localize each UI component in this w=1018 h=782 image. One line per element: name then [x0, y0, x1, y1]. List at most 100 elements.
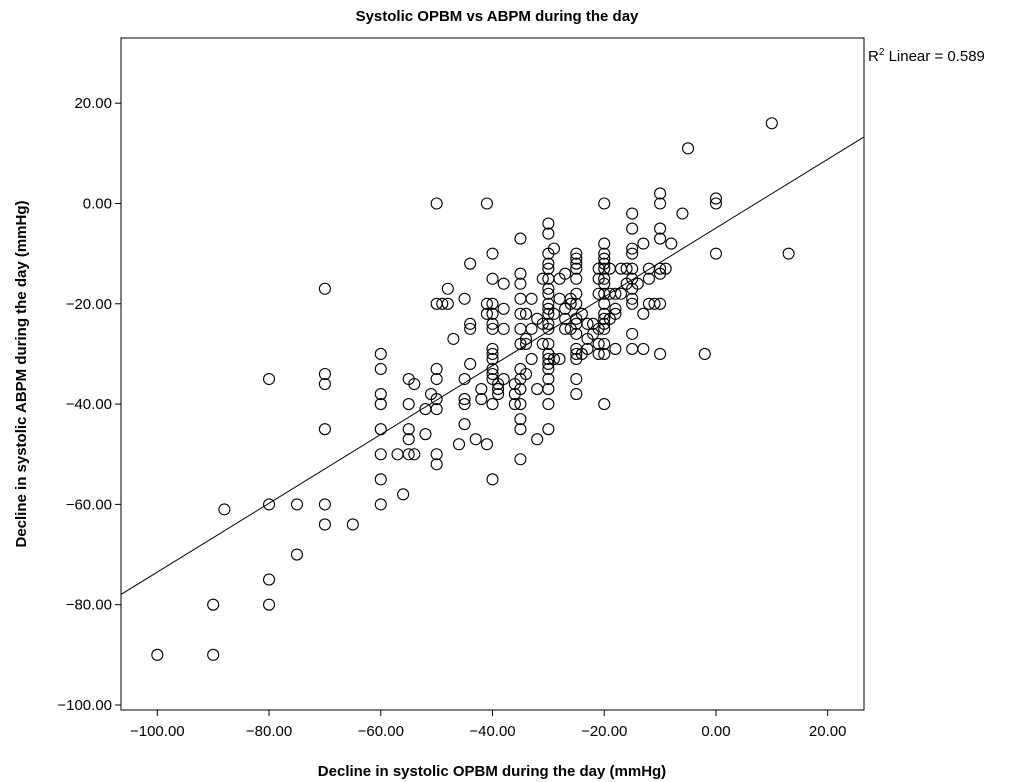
data-point [559, 322, 572, 335]
data-point [514, 232, 527, 245]
data-point [486, 342, 499, 355]
data-point [542, 398, 555, 411]
data-point [626, 222, 639, 235]
data-point [542, 287, 555, 300]
data-point [374, 448, 387, 461]
data-point [374, 423, 387, 436]
data-point [592, 347, 605, 360]
data-point [609, 307, 622, 320]
x-tick-label: 20.00 [809, 723, 847, 740]
data-point [430, 372, 443, 386]
data-point [469, 433, 482, 446]
data-point [480, 438, 493, 451]
data-point [525, 352, 538, 366]
data-point [486, 352, 499, 366]
data-point [402, 433, 415, 446]
data-point [519, 337, 533, 350]
data-point [614, 287, 628, 300]
data-point [676, 207, 689, 220]
data-point [452, 438, 466, 451]
data-point [542, 217, 555, 230]
data-point [698, 347, 711, 360]
data-point [542, 382, 555, 396]
data-point [542, 423, 555, 436]
data-point [642, 272, 655, 285]
data-point [430, 393, 443, 406]
data-point [151, 648, 164, 661]
data-point [598, 252, 611, 265]
data-point [570, 297, 583, 310]
data-point [207, 648, 220, 661]
data-point [402, 423, 415, 436]
data-point [262, 498, 276, 511]
data-point [374, 347, 387, 360]
data-point [542, 372, 555, 386]
data-point [374, 388, 387, 401]
data-point [218, 503, 231, 516]
x-axis: −100.00 −80.00 −60.00 −40.00 −20.00 0.00 20.00 [130, 710, 846, 740]
data-point [570, 252, 583, 265]
data-point [492, 382, 505, 396]
data-point [318, 498, 331, 511]
data-point [654, 232, 667, 245]
data-point [575, 307, 588, 320]
data-point [598, 398, 611, 411]
data-point [542, 257, 555, 270]
data-point [514, 398, 527, 411]
data-point [709, 247, 723, 260]
y-tick-label: 0.00 [83, 195, 112, 212]
y-axis-label: Decline in systolic ABPM during the day … [13, 201, 30, 548]
data-point [441, 282, 454, 295]
data-point [570, 388, 583, 401]
data-point [525, 292, 538, 305]
data-point [486, 297, 499, 310]
data-point [581, 342, 594, 355]
data-point [681, 142, 695, 155]
data-point [598, 322, 611, 335]
data-point [542, 317, 555, 330]
data-point [598, 297, 611, 310]
data-point [519, 307, 533, 320]
data-point [458, 393, 471, 406]
data-point [531, 382, 544, 396]
data-point [402, 398, 415, 411]
data-point [486, 347, 499, 360]
data-point [290, 548, 304, 561]
data-point [318, 518, 331, 531]
data-point [497, 302, 510, 315]
data-point [486, 362, 499, 376]
data-point [514, 423, 527, 436]
chart-title: Systolic OPBM vs ABPM during the day [356, 8, 639, 25]
data-point [486, 307, 499, 320]
data-point [570, 272, 583, 285]
data-point [654, 222, 667, 235]
data-point [514, 413, 527, 426]
linear-fit-line [120, 136, 865, 595]
data-point [531, 433, 544, 446]
data-point [430, 197, 443, 210]
data-point [609, 302, 622, 315]
data-point [464, 322, 477, 335]
data-point [542, 262, 555, 275]
data-point [430, 403, 443, 416]
data-point [542, 297, 555, 310]
data-point [598, 337, 611, 350]
data-point [458, 418, 471, 431]
data-point [542, 282, 555, 295]
data-point [637, 237, 650, 250]
data-point [458, 292, 471, 305]
data-point [553, 292, 566, 305]
data-point [598, 262, 611, 275]
data-point [374, 473, 387, 486]
data-point [475, 393, 488, 406]
data-point [475, 382, 488, 396]
data-point [542, 307, 555, 320]
data-point [542, 322, 555, 335]
data-point [318, 377, 331, 391]
y-tick-label: −100.00 [57, 697, 112, 714]
data-point [620, 262, 633, 275]
data-point [486, 473, 499, 486]
y-tick-label: −20.00 [66, 296, 112, 313]
data-point [447, 332, 460, 345]
data-point [480, 197, 493, 210]
